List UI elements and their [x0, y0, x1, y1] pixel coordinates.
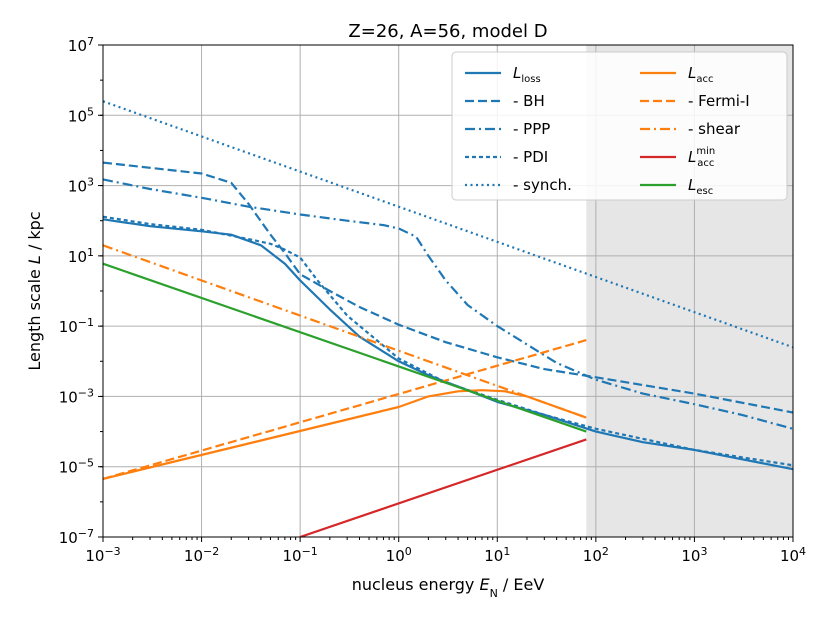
legend-label-loss: Lloss — [513, 64, 541, 85]
legend-label-pdi: - PDI — [513, 148, 548, 166]
y-axis-ticks: 10−7 10−5 10−3 10−1 101 103 105 107 — [59, 35, 103, 548]
y-tick-label: 10−1 — [59, 316, 94, 337]
legend-label-ppp: - PPP — [513, 120, 550, 138]
chart-title: Z=26, A=56, model D — [348, 21, 547, 42]
legend-label-shear: - shear — [688, 120, 741, 138]
series-line-ppp — [103, 178, 793, 430]
legend-box — [451, 51, 788, 201]
x-tick-label: 101 — [484, 545, 510, 566]
x-tick-label: 104 — [780, 545, 806, 566]
y-tick-label: 107 — [68, 35, 94, 56]
x-tick-label: 10−2 — [184, 545, 219, 566]
series-line-accmin — [299, 438, 587, 537]
y-tick-label: 105 — [68, 105, 94, 126]
series-line-acc — [103, 389, 587, 480]
legend-label-acc: Lacc — [688, 64, 713, 85]
series-line-loss — [103, 218, 793, 471]
series-group — [103, 100, 793, 537]
x-tick-label: 103 — [681, 545, 707, 566]
series-line-esc — [103, 262, 587, 433]
x-axis-label: nucleus energy EN / EeV — [352, 575, 545, 600]
series-line-pdi — [103, 215, 793, 467]
legend-label-accmin: Lmin acc — [688, 146, 715, 169]
x-tick-label: 10−1 — [282, 545, 317, 566]
series-line-fermi — [103, 339, 587, 480]
y-tick-label: 103 — [68, 175, 94, 196]
x-axis-ticks: 10−3 10−2 10−1 100 101 102 103 104 — [85, 537, 806, 565]
series-line-bh — [103, 161, 793, 414]
y-tick-label: 10−7 — [59, 527, 94, 548]
x-tick-label: 100 — [386, 545, 412, 566]
series-line-shear — [103, 244, 587, 419]
x-tick-label: 10−3 — [85, 545, 120, 566]
y-tick-label: 10−5 — [59, 456, 94, 477]
legend: Lloss - BH - PPP - PDI - synch. Lacc - Fermi-I… — [451, 51, 788, 201]
y-axis-label: Length scale L / kpc — [25, 211, 44, 370]
y-tick-label: 10−3 — [59, 386, 94, 407]
y-tick-label: 101 — [68, 245, 94, 266]
series-line-synch — [103, 100, 793, 349]
legend-label-fermi: - Fermi-I — [688, 92, 750, 110]
legend-label-esc: Lesc — [688, 176, 713, 197]
legend-label-synch: - synch. — [513, 176, 572, 194]
legend-label-bh: - BH — [513, 92, 545, 110]
x-tick-label: 102 — [583, 545, 609, 566]
